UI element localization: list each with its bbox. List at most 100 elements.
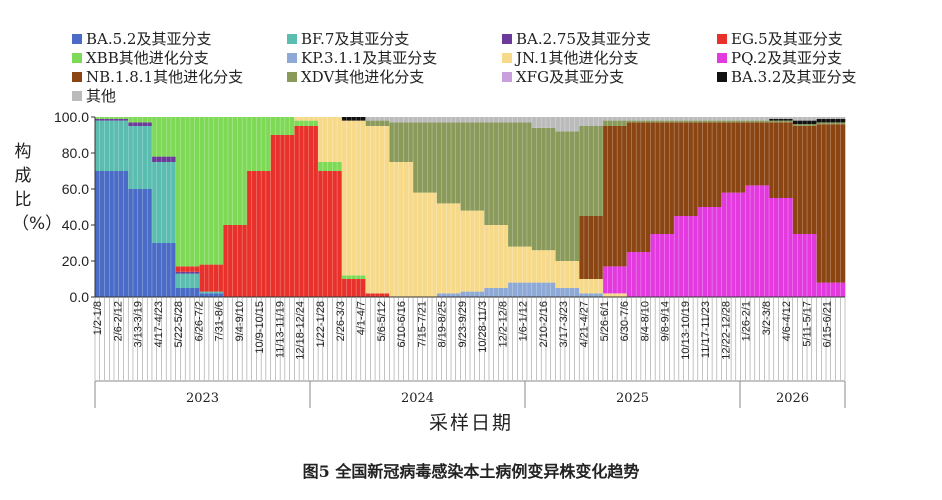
y-tick-label: 60.0 [62, 181, 89, 197]
bar-segment [256, 117, 262, 171]
bar-segment [204, 117, 210, 265]
bar-segment [166, 162, 172, 243]
bar-segment [337, 171, 343, 297]
bar-segment [593, 126, 599, 216]
bar-segment [826, 124, 832, 283]
bar-segment [327, 117, 333, 162]
y-tick-label: 20.0 [62, 253, 89, 269]
bar-segment [588, 279, 594, 294]
bar-segment [180, 273, 186, 288]
bar-segment [778, 117, 784, 119]
bar-segment [560, 117, 566, 132]
bar-segment [569, 261, 575, 288]
bar-segment [284, 135, 290, 297]
bar-segment [132, 122, 139, 126]
bar-segment [655, 122, 661, 234]
bar-segment [474, 117, 480, 123]
bar-segment [826, 282, 832, 297]
bar-segment [754, 120, 760, 123]
bar-segment [788, 118, 794, 121]
bar-segment [346, 279, 352, 297]
bar-segment [835, 117, 841, 119]
bar-segment [840, 282, 846, 297]
bar-segment [759, 117, 765, 121]
bar-segment [536, 127, 542, 251]
bar-segment [840, 122, 846, 125]
bar-segment [650, 122, 656, 234]
bar-segment [218, 264, 224, 292]
bar-segment [650, 234, 656, 297]
bar-segment [645, 120, 651, 123]
bar-segment [436, 203, 442, 294]
bar-segment [745, 122, 751, 186]
legend-label: KP.3.1.1及其亚分支 [301, 49, 438, 67]
bar-segment [574, 117, 580, 132]
bar-segment [830, 124, 836, 283]
bar-segment [151, 162, 158, 243]
bar-segment [678, 120, 684, 123]
bar-segment [379, 126, 385, 294]
bar-segment [716, 207, 722, 297]
bar-segment [807, 126, 813, 234]
bar-segment [583, 126, 589, 216]
x-tick-label: 6/26-7/2 [193, 301, 205, 341]
x-tick-label: 2/26-3/3 [335, 301, 347, 341]
bar-segment [166, 243, 172, 297]
bar-segment [427, 122, 433, 193]
bar-segment [522, 117, 528, 123]
legend-label: XFG及其亚分支 [516, 68, 625, 86]
bar-segment [541, 117, 547, 128]
bar-segment [726, 117, 732, 121]
bar-segment [351, 275, 357, 279]
legend-swatch [502, 34, 512, 44]
legend-item: XDV其他进化分支 [287, 68, 424, 86]
x-tick-label: 11/17-11/23 [700, 301, 712, 358]
bar-segment [488, 288, 495, 297]
bar-segment [389, 122, 395, 162]
bar-segment [564, 117, 570, 132]
legend-item: KP.3.1.1及其亚分支 [287, 49, 437, 67]
bar-segment [161, 117, 167, 157]
bar-segment [346, 120, 352, 276]
bar-segment [289, 135, 295, 297]
bar-segment [550, 250, 556, 283]
bar-segment [346, 275, 352, 279]
bar-segment [612, 117, 618, 121]
bar-segment [555, 261, 561, 288]
bar-segment [621, 266, 627, 294]
bar-segment [631, 120, 637, 123]
legend-item: 其他 [72, 87, 116, 105]
bar-segment [341, 120, 347, 276]
bar-segment [284, 117, 290, 135]
bar-segment [318, 117, 324, 162]
bar-segment [693, 117, 699, 121]
bar-segment [109, 120, 115, 171]
bar-segment [346, 117, 352, 121]
bar-segment [99, 120, 105, 171]
x-tick-label: 6/30-7/6 [619, 301, 631, 341]
bar-segment [123, 171, 129, 297]
x-tick-label: 9/23-9/29 [457, 301, 469, 347]
bar-segment [123, 120, 129, 171]
bar-segment [712, 117, 718, 121]
bar-segment [517, 246, 523, 283]
x-tick-label: 4/17-4/23 [153, 301, 165, 347]
bar-segment [598, 126, 604, 216]
bar-segment [365, 126, 371, 294]
legend-item: NB.1.8.1其他进化分支 [72, 68, 243, 86]
bar-segment [313, 126, 319, 297]
bar-segment [645, 252, 651, 297]
bar-segment [441, 122, 447, 204]
bar-segment [151, 243, 158, 297]
bar-segment [807, 120, 813, 125]
x-tick-label: 1/6-1/12 [518, 301, 530, 341]
bar-segment [208, 293, 214, 297]
bar-segment [128, 117, 134, 123]
bar-segment [95, 120, 101, 171]
bar-segment [118, 120, 124, 171]
bar-segment [356, 279, 362, 297]
x-tick-label: 8/19-8/25 [437, 301, 449, 347]
bar-segment [840, 118, 846, 123]
bar-segment [531, 282, 537, 297]
bar-segment [223, 117, 229, 225]
